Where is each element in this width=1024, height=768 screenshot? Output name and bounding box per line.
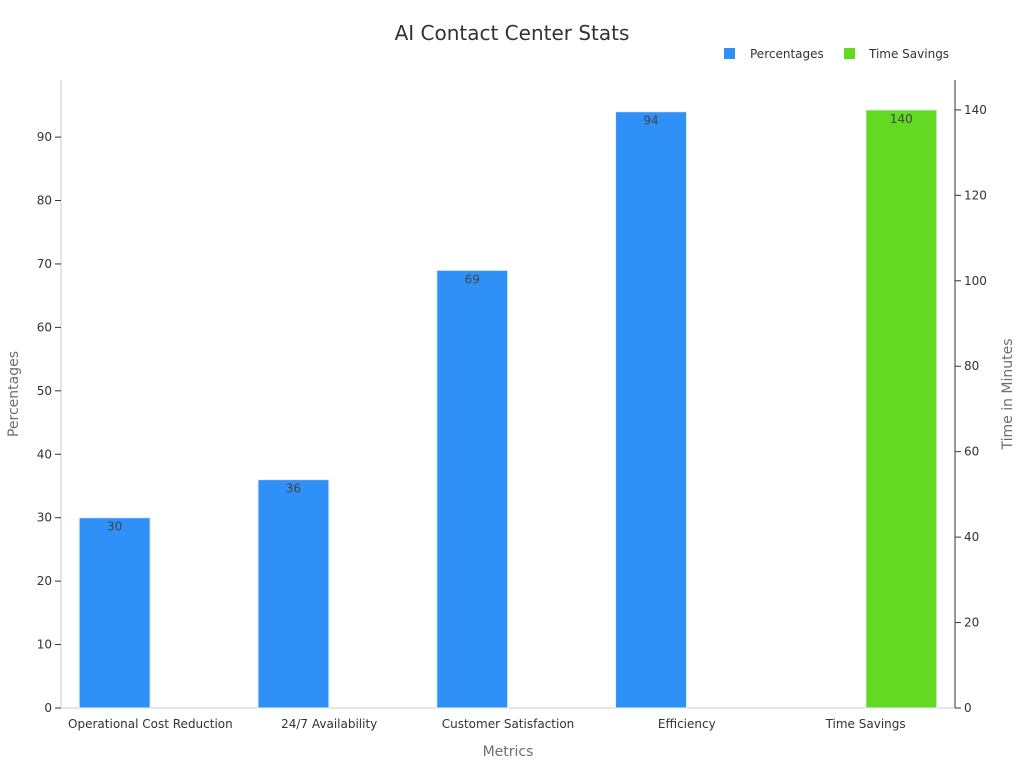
left-tick-label: 80 (37, 194, 52, 208)
right-axis-ticks: 0 20 40 60 80 100 120 140 (955, 103, 987, 715)
right-tick-label: 20 (964, 616, 979, 630)
bar-value-label: 94 (643, 114, 658, 128)
bar (257, 479, 330, 709)
bar (78, 517, 151, 709)
left-tick-label: 50 (37, 384, 52, 398)
legend-label-time-savings: Time Savings (868, 47, 949, 61)
left-tick-label: 70 (37, 257, 52, 271)
right-tick-label: 140 (964, 103, 987, 117)
right-tick-label: 60 (964, 445, 979, 459)
bar (865, 109, 938, 709)
left-tick-label: 30 (37, 511, 52, 525)
x-axis-label: Metrics (483, 744, 534, 760)
left-tick-label: 40 (37, 447, 52, 461)
left-tick-label: 60 (37, 320, 52, 334)
legend-swatch-time-savings (844, 48, 855, 59)
left-tick-label: 10 (37, 638, 52, 652)
y2-axis-label: Time in Minutes (1000, 338, 1016, 450)
bar-value-label: 69 (465, 272, 480, 286)
right-tick-label: 100 (964, 274, 987, 288)
left-tick-label: 0 (44, 701, 52, 715)
category-label: Customer Satisfaction (442, 717, 575, 731)
category-label: 24/7 Availability (281, 717, 377, 731)
bar-value-label: 140 (890, 112, 913, 126)
legend-label-percentages: Percentages (750, 47, 824, 61)
right-tick-label: 0 (964, 701, 972, 715)
right-tick-label: 120 (964, 188, 987, 202)
bar (436, 269, 509, 709)
category-label: Efficiency (658, 717, 716, 731)
left-tick-label: 20 (37, 574, 52, 588)
chart-title: AI Contact Center Stats (395, 21, 630, 45)
bars: 30 36 69 94 140 (78, 109, 938, 709)
category-labels: Operational Cost Reduction 24/7 Availabil… (68, 717, 906, 731)
legend: Percentages Time Savings (724, 47, 949, 61)
category-label: Time Savings (825, 717, 906, 731)
bar (615, 111, 688, 709)
left-tick-label: 90 (37, 130, 52, 144)
left-axis-ticks: 0 10 20 30 40 50 60 70 80 90 (37, 130, 61, 715)
bar-value-label: 30 (107, 520, 122, 534)
category-label: Operational Cost Reduction (68, 717, 233, 731)
right-tick-label: 80 (964, 359, 979, 373)
bar-value-label: 36 (286, 482, 301, 496)
legend-swatch-percentages (724, 48, 735, 59)
y-axis-label: Percentages (6, 351, 22, 437)
right-tick-label: 40 (964, 530, 979, 544)
